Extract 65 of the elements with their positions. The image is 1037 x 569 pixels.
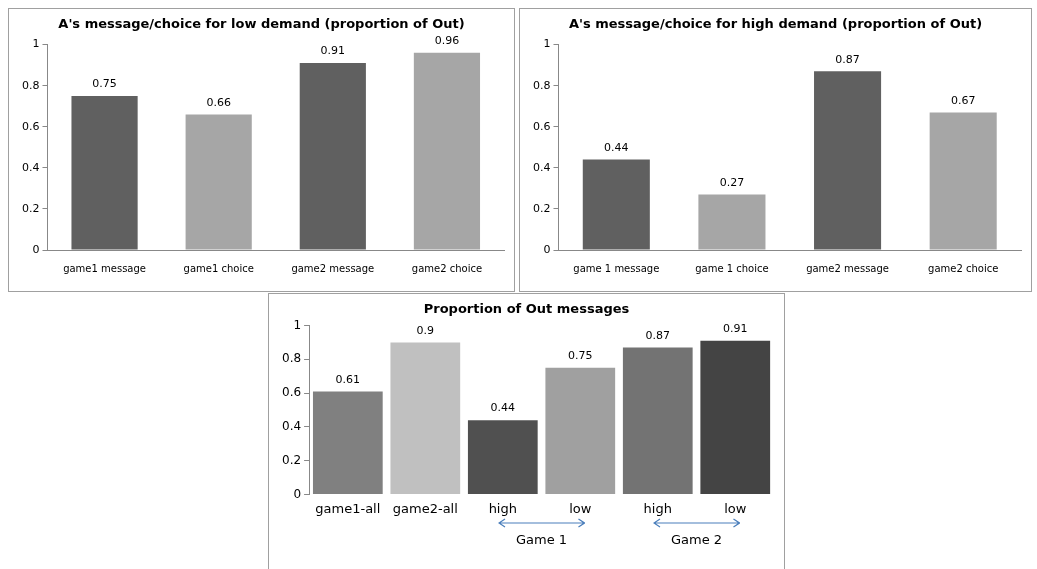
x-tick-label: game2 choice	[928, 262, 999, 274]
data-label: 0.27	[719, 175, 745, 189]
data-label: 0.87	[645, 328, 671, 342]
y-tick-label: 0.8	[21, 78, 40, 92]
y-tick-label: 0	[293, 486, 302, 501]
x-tick-label: game1 choice	[183, 262, 254, 274]
data-label: 0.44	[490, 401, 516, 415]
data-label: 0.91	[320, 44, 346, 58]
y-tick-label: 0	[32, 242, 40, 256]
chart-title: A's message/choice for high demand (proportion of Out)	[568, 16, 983, 32]
data-label: 0.66	[206, 95, 231, 109]
y-tick-label: 1	[543, 37, 551, 51]
data-label: 0.75	[92, 77, 117, 91]
data-label: 0.75	[568, 349, 593, 363]
bar	[467, 420, 538, 494]
bar	[71, 95, 138, 250]
y-tick-label: 0.2	[281, 452, 302, 467]
y-tick-label: 0.4	[281, 419, 302, 434]
bar	[312, 391, 383, 494]
x-tick-label: game2 choice	[411, 262, 483, 274]
data-label: 0.44	[604, 140, 629, 154]
x-tick-label: high	[643, 500, 672, 516]
data-label: 0.9	[416, 323, 435, 337]
text: Game 1	[515, 532, 568, 548]
data-label: 0.67	[950, 93, 976, 107]
x-tick-label: game 1 message	[573, 262, 660, 274]
x-tick-label: game1-all	[315, 500, 381, 516]
y-tick-label: 0.6	[21, 119, 40, 133]
y-tick-label: 0	[543, 242, 551, 256]
bar	[413, 52, 481, 250]
bar	[390, 342, 461, 494]
bar	[185, 114, 252, 250]
y-tick-label: 1	[293, 317, 302, 332]
x-tick-label: low	[569, 500, 592, 516]
x-tick-label: low	[724, 500, 747, 516]
y-tick-label: 0.8	[532, 78, 551, 92]
x-tick-label: game2-all	[392, 500, 458, 516]
x-tick-label: game1 message	[63, 262, 146, 274]
text: Game 2	[670, 532, 723, 548]
x-tick-label: game2 message	[291, 262, 375, 274]
y-tick-label: 1	[32, 37, 40, 51]
bar	[299, 63, 366, 250]
chart-title: Proportion of Out messages	[423, 301, 630, 317]
x-tick-label: game 1 choice	[695, 262, 769, 274]
bar	[814, 71, 882, 250]
chart-title: A's message/choice for low demand (proportion of Out)	[58, 16, 465, 32]
bar	[700, 340, 771, 494]
x-tick-label: high	[488, 500, 517, 516]
y-tick-label: 0.8	[281, 351, 302, 366]
data-label: 0.91	[723, 322, 748, 336]
y-tick-label: 0.2	[532, 201, 551, 215]
y-tick-label: 0.4	[21, 160, 40, 174]
data-label: 0.61	[335, 372, 361, 386]
y-tick-label: 0.2	[21, 201, 40, 215]
y-tick-label: 0.4	[532, 160, 551, 174]
bar	[622, 347, 693, 494]
y-tick-label: 0.6	[281, 385, 302, 400]
bar	[929, 112, 997, 250]
x-tick-label: game2 message	[806, 262, 889, 274]
bar	[698, 194, 766, 250]
y-tick-label: 0.6	[532, 119, 551, 133]
data-label: 0.87	[835, 52, 860, 66]
bar	[545, 367, 616, 494]
data-label: 0.96	[434, 34, 460, 48]
bar	[582, 159, 650, 250]
